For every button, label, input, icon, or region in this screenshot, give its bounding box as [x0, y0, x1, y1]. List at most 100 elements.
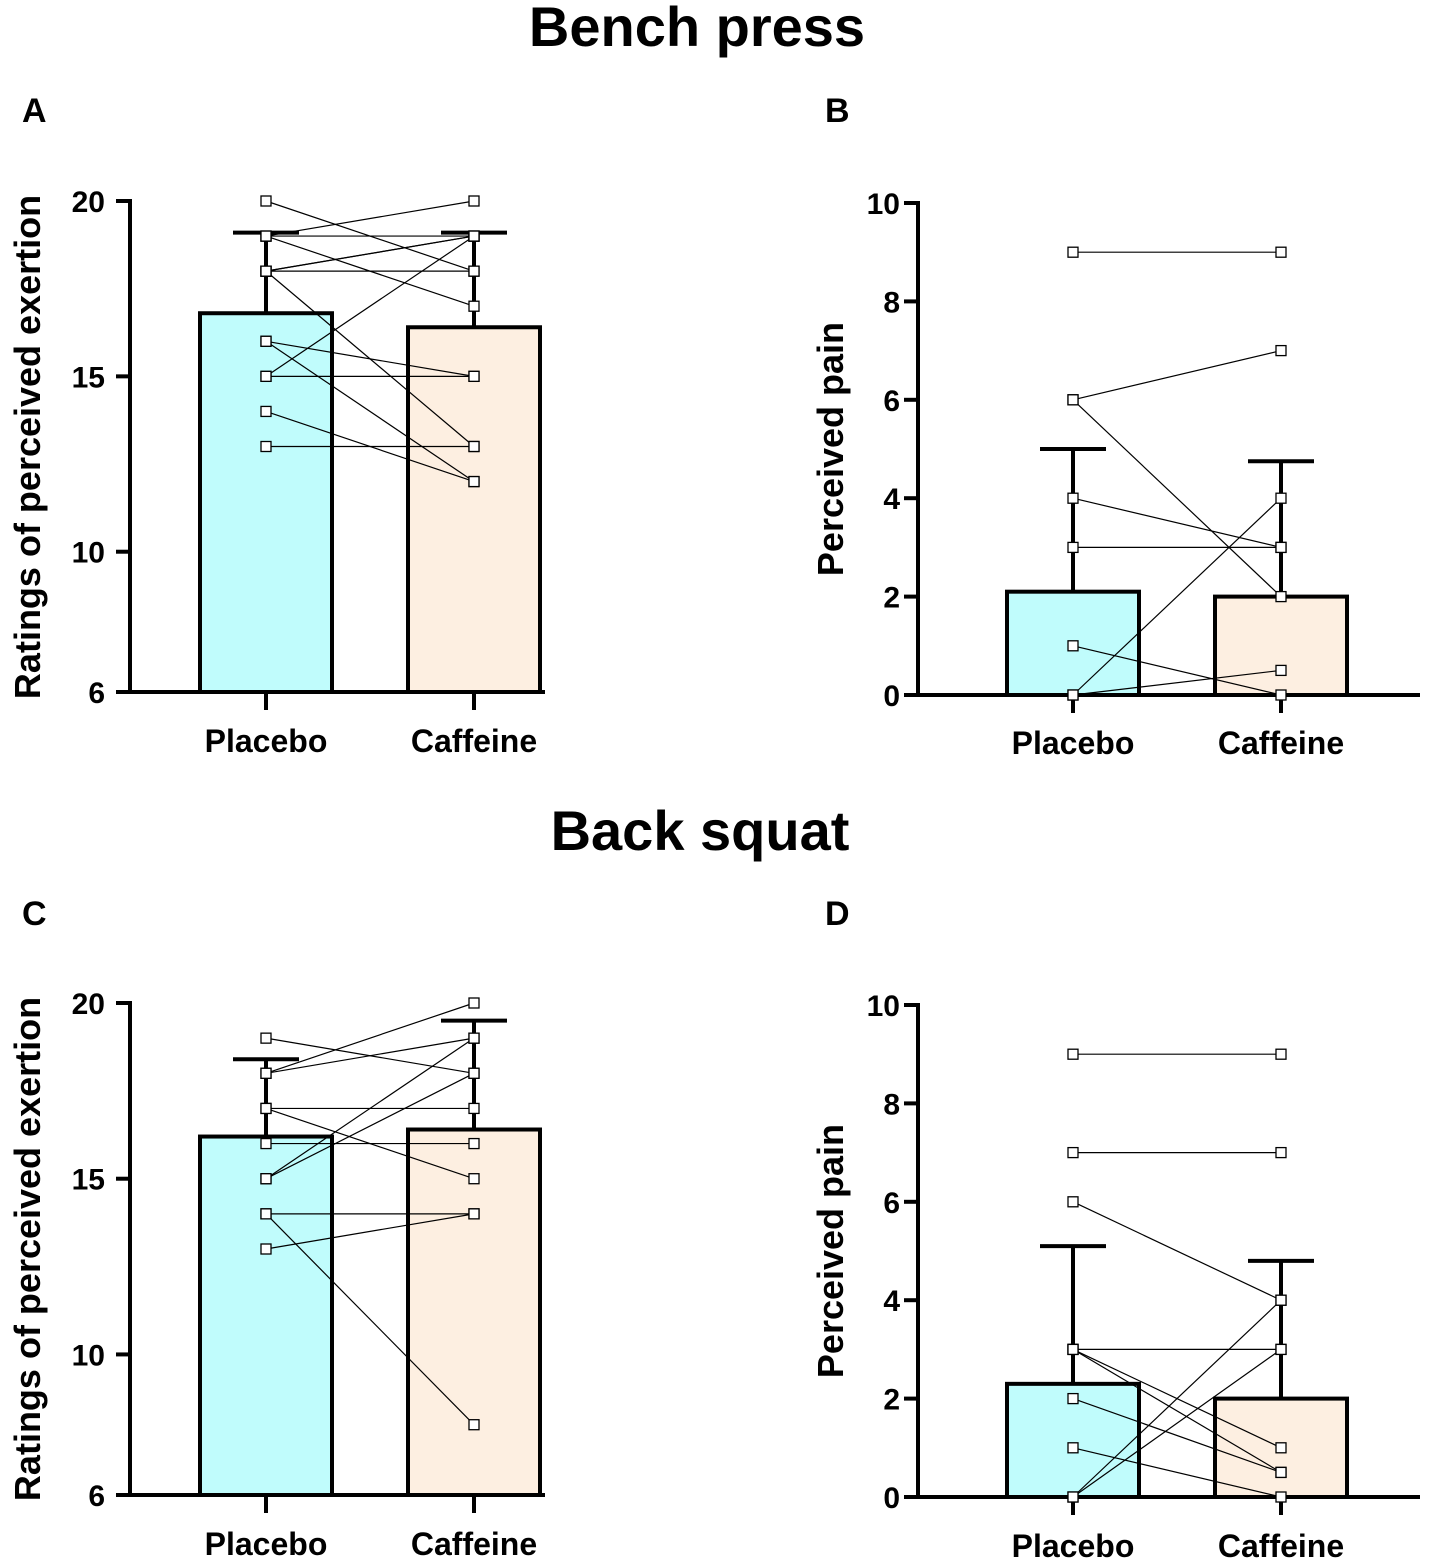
- y-tick-label: 6: [883, 385, 900, 418]
- data-point-caffeine: [1275, 246, 1287, 258]
- paired-line: [1072, 645, 1282, 696]
- paired-line: [265, 235, 475, 272]
- data-point-placebo: [260, 1208, 272, 1220]
- paired-line: [1072, 1447, 1282, 1498]
- data-point-caffeine: [468, 1173, 480, 1185]
- data-point-caffeine: [1275, 590, 1287, 603]
- paired-line: [265, 1213, 475, 1426]
- data-point-placebo: [260, 1032, 272, 1044]
- data-point-placebo: [260, 1173, 272, 1185]
- data-point-caffeine: [468, 1419, 480, 1431]
- paired-line: [265, 1213, 475, 1250]
- data-point-placebo: [1067, 541, 1079, 554]
- x-tick-label-caffeine: Caffeine: [1218, 725, 1344, 761]
- paired-line: [1072, 669, 1282, 696]
- x-tick-label-caffeine: Caffeine: [1218, 1528, 1344, 1564]
- data-point-caffeine: [468, 265, 480, 277]
- data-point-placebo: [1067, 394, 1079, 406]
- data-point-caffeine: [1275, 1343, 1287, 1356]
- y-tick-label: 8: [883, 1088, 900, 1121]
- y-tick-label: 10: [867, 990, 900, 1023]
- data-point-placebo: [1067, 1048, 1079, 1060]
- y-tick-label: 15: [72, 361, 105, 394]
- section-title-back-squat: Back squat: [551, 799, 850, 862]
- x-tick-label-placebo: Placebo: [1012, 725, 1135, 761]
- y-tick-label: 2: [883, 1384, 900, 1417]
- data-point-caffeine: [1275, 664, 1287, 677]
- data-point-caffeine: [1275, 1294, 1287, 1306]
- paired-line: [1072, 399, 1282, 598]
- y-tick-label: 8: [883, 286, 900, 319]
- y-tick-label: 20: [72, 988, 105, 1021]
- bar-placebo: [198, 1134, 334, 1497]
- x-tick-label-placebo: Placebo: [1012, 1528, 1135, 1564]
- data-point-caffeine: [468, 1208, 480, 1220]
- data-point-caffeine: [1275, 1466, 1287, 1479]
- data-point-placebo: [1067, 1343, 1079, 1356]
- paired-line: [1072, 350, 1282, 401]
- data-point-placebo: [260, 1102, 272, 1115]
- y-tick-label: 15: [72, 1164, 105, 1197]
- paired-line: [265, 340, 475, 483]
- data-point-caffeine: [468, 1102, 480, 1115]
- paired-line: [265, 200, 475, 237]
- data-point-caffeine: [468, 300, 480, 312]
- y-tick-label: 0: [883, 680, 900, 713]
- panel-c-chart: C Ratings of perceived exertion 6 10 15 20 Pla…: [7, 895, 545, 1562]
- data-point-caffeine: [1275, 1146, 1287, 1159]
- y-tick-label: 4: [883, 483, 900, 516]
- data-point-caffeine: [468, 1032, 480, 1044]
- y-tick-label: 6: [88, 677, 105, 710]
- panel-letter: A: [22, 92, 47, 130]
- x-tick-label-placebo: Placebo: [205, 1526, 328, 1562]
- data-point-caffeine: [1275, 541, 1287, 554]
- panel-letter: B: [825, 92, 850, 130]
- data-point-placebo: [1067, 246, 1079, 258]
- bar-caffeine: [1213, 594, 1349, 697]
- paired-line: [265, 1037, 475, 1180]
- data-point-caffeine: [468, 1137, 480, 1150]
- y-axis-title: Ratings of perceived exertion: [7, 195, 48, 699]
- y-tick-label: 6: [883, 1187, 900, 1220]
- y-tick-label: 10: [72, 537, 105, 570]
- data-point-caffeine: [468, 370, 480, 383]
- data-point-placebo: [260, 1067, 272, 1079]
- panel-letter: D: [825, 895, 850, 933]
- data-point-placebo: [1067, 492, 1079, 504]
- data-point-caffeine: [1275, 1442, 1287, 1454]
- y-tick-label: 10: [72, 1339, 105, 1372]
- paired-line: [1072, 1299, 1282, 1498]
- y-tick-label: 2: [883, 582, 900, 615]
- bar-caffeine: [406, 325, 542, 694]
- y-tick-label: 20: [72, 186, 105, 219]
- data-point-caffeine: [1275, 689, 1287, 701]
- bar-caffeine: [406, 1127, 542, 1497]
- y-tick-label: 10: [867, 188, 900, 221]
- paired-line: [1072, 497, 1282, 696]
- paired-line: [265, 340, 475, 377]
- data-point-placebo: [260, 440, 272, 453]
- data-point-caffeine: [468, 440, 480, 453]
- data-point-placebo: [1067, 1491, 1079, 1503]
- y-tick-label: 4: [883, 1285, 900, 1318]
- panel-d-chart: D Perceived pain 0 2 4 6 8 10 Placebo Caffeine: [810, 895, 1420, 1564]
- panel-b-chart: B Perceived pain 0 2 4 6 8 10 Placebo Caffeine: [810, 92, 1420, 761]
- paired-line: [265, 1002, 475, 1074]
- data-point-placebo: [260, 230, 272, 242]
- data-point-placebo: [260, 370, 272, 383]
- paired-line: [1072, 1348, 1282, 1473]
- paired-line: [265, 1072, 475, 1180]
- paired-line: [265, 1037, 475, 1074]
- data-point-caffeine: [468, 1067, 480, 1079]
- panel-a-chart: A Ratings of perceived exertion 6 10 15 20 Pla…: [7, 92, 545, 759]
- data-point-placebo: [260, 1243, 272, 1255]
- data-point-placebo: [1067, 1392, 1079, 1405]
- data-point-placebo: [260, 265, 272, 277]
- section-title-bench-press: Bench press: [529, 0, 865, 58]
- paired-line: [1072, 1348, 1282, 1498]
- paired-line: [1072, 497, 1282, 548]
- data-point-placebo: [1067, 1442, 1079, 1454]
- data-point-placebo: [1067, 1196, 1079, 1208]
- data-point-caffeine: [468, 230, 480, 242]
